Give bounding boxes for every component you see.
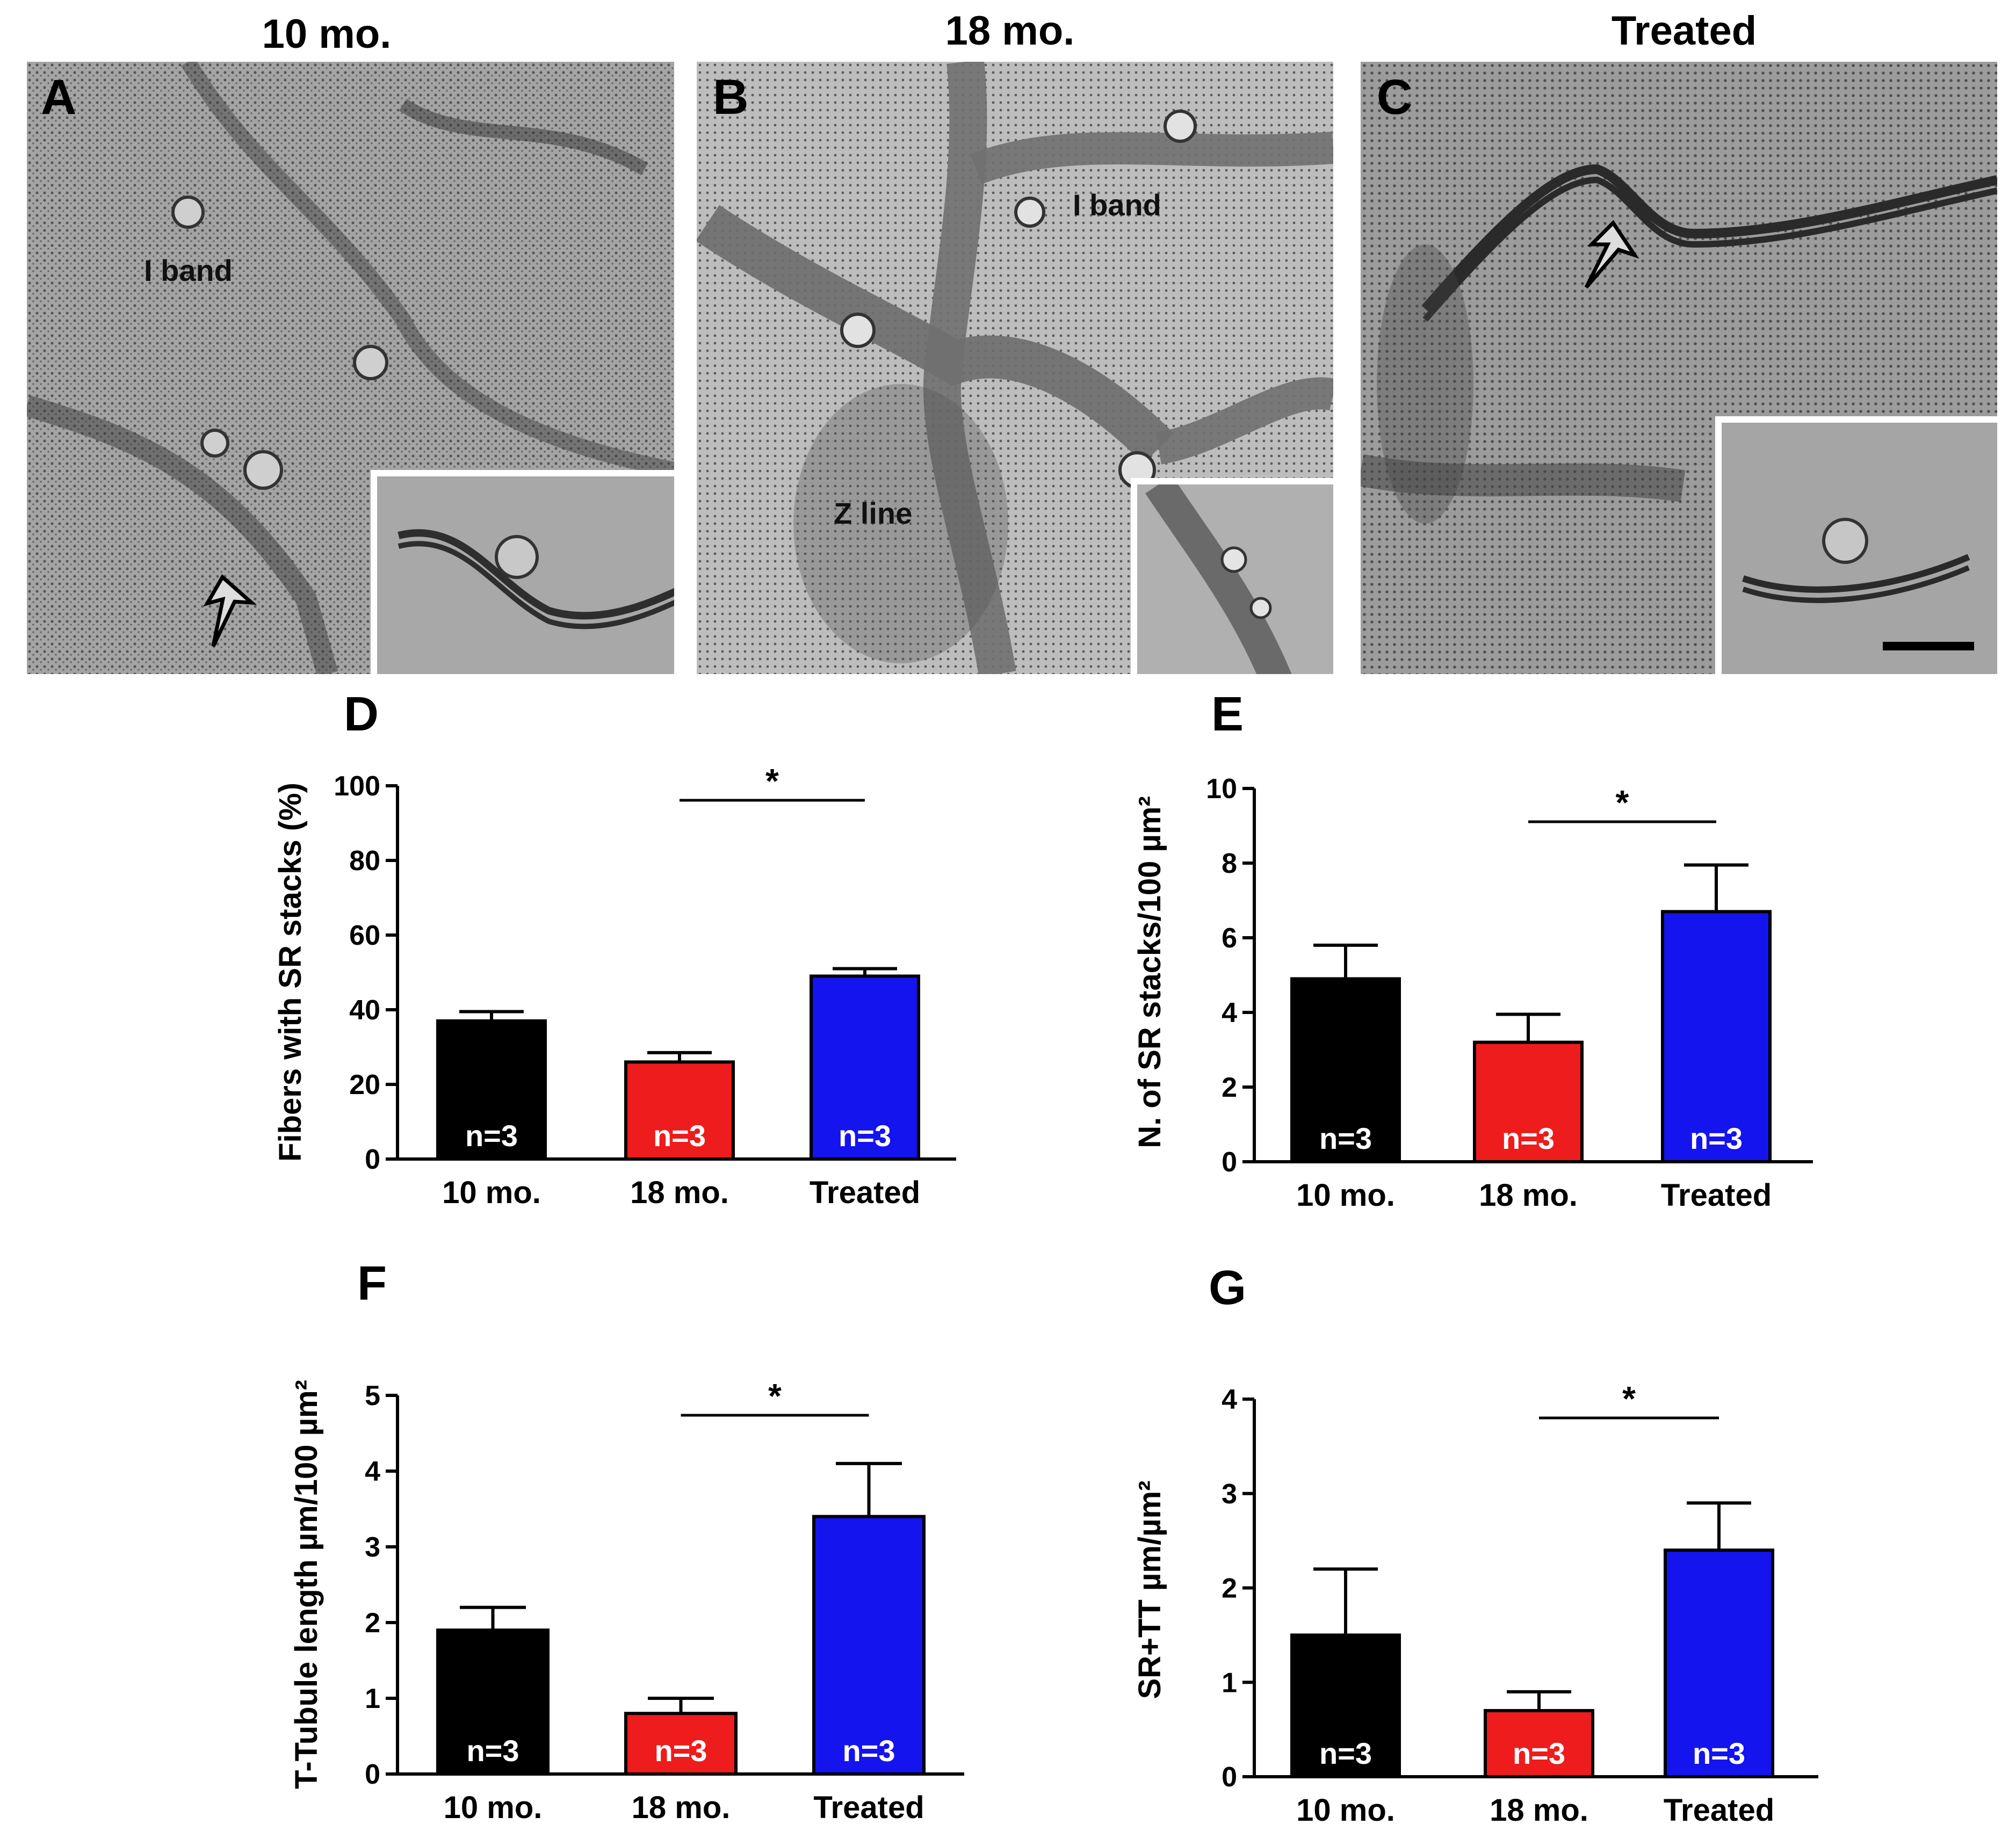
significance-asterisk: * xyxy=(1622,1379,1636,1418)
bar-treated xyxy=(810,974,920,1161)
bar-treated xyxy=(1661,910,1772,1163)
y-axis-label: SR+TT µm/µm² xyxy=(1132,1481,1167,1699)
n-label: n=3 xyxy=(1690,1121,1743,1155)
chart-letter: E xyxy=(1211,687,1244,741)
chart-letter: G xyxy=(1209,1261,1246,1315)
y-tick-label: 3 xyxy=(1222,1479,1237,1510)
y-tick-label: 60 xyxy=(349,920,380,951)
y-tick-label: 2 xyxy=(365,1608,380,1639)
x-tick-label: 18 mo. xyxy=(632,1790,731,1825)
bar-18mo xyxy=(624,1060,735,1161)
micrograph-a-inset xyxy=(371,470,674,674)
column-title-treated: Treated xyxy=(1611,8,1757,54)
micrograph-b-inset xyxy=(1131,478,1333,674)
chart-letter: F xyxy=(357,1257,387,1311)
y-tick-label: 100 xyxy=(334,771,380,802)
bar-treated xyxy=(1664,1548,1774,1778)
em-label-i-band: I band xyxy=(1073,188,1161,222)
y-axis-label: T-Tubule length µm/100 µm² xyxy=(289,1380,324,1789)
n-label: n=3 xyxy=(842,1734,895,1768)
column-title-10mo: 10 mo. xyxy=(262,11,392,57)
y-axis-label: N. of SR stacks/100 µm² xyxy=(1132,796,1167,1148)
panel-letter-b: B xyxy=(713,70,749,125)
chart-d: D 0 20 40 60 80 100 Fibers with SR stacks (%) n=… xyxy=(273,687,956,1210)
y-tick-label: 20 xyxy=(349,1069,380,1101)
x-tick-label: 18 mo. xyxy=(630,1175,729,1210)
significance-asterisk: * xyxy=(768,1377,782,1415)
n-label: n=3 xyxy=(465,1119,518,1153)
bar-10mo xyxy=(436,1019,547,1161)
micrograph-a: A I band xyxy=(27,62,674,674)
n-label: n=3 xyxy=(839,1119,891,1153)
y-tick-label: 2 xyxy=(1222,1573,1237,1604)
y-tick-label: 6 xyxy=(1222,923,1237,954)
n-label: n=3 xyxy=(653,1119,706,1153)
y-tick-label: 4 xyxy=(1222,1384,1237,1415)
x-tick-label: 18 mo. xyxy=(1479,1178,1578,1213)
y-tick-label: 0 xyxy=(365,1144,380,1175)
scale-bar xyxy=(1883,642,1974,650)
y-tick-label: 1 xyxy=(365,1683,380,1714)
x-tick-label: Treated xyxy=(1664,1793,1774,1828)
y-tick-label: 4 xyxy=(1222,997,1237,1029)
micrograph-c-inset xyxy=(1715,416,1997,674)
y-tick-label: 80 xyxy=(349,845,380,877)
y-tick-label: 1 xyxy=(1222,1667,1237,1698)
x-tick-label: 10 mo. xyxy=(1296,1178,1395,1213)
n-label: n=3 xyxy=(1693,1736,1745,1770)
panel-letter-a: A xyxy=(41,70,77,125)
micrograph-c: C xyxy=(1361,62,1997,674)
column-title-18mo: 18 mo. xyxy=(945,8,1075,54)
y-tick-label: 0 xyxy=(1222,1147,1237,1178)
x-tick-label: Treated xyxy=(810,1175,920,1210)
chart-g: G 0 1 2 3 4 SR+TT µm/µm² n=3 10 mo. n=3 18 mo. n=3 T… xyxy=(1132,1261,1818,1828)
bar-18mo xyxy=(1484,1709,1594,1779)
bar-10mo xyxy=(1290,1633,1401,1778)
n-label: n=3 xyxy=(1319,1121,1372,1155)
y-tick-label: 10 xyxy=(1206,773,1237,805)
chart-e: E 0 2 4 6 8 10 N. of SR stacks/100 µm² n=3 10 mo.… xyxy=(1132,687,1813,1213)
panel-letter-c: C xyxy=(1377,70,1413,125)
y-tick-label: 0 xyxy=(1222,1762,1237,1793)
n-label: n=3 xyxy=(466,1734,519,1768)
y-axis-label: Fibers with SR stacks (%) xyxy=(273,783,308,1162)
em-label-i-band: I band xyxy=(144,254,233,287)
y-tick-label: 2 xyxy=(1222,1072,1237,1103)
n-label: n=3 xyxy=(1319,1736,1372,1770)
chart-letter: D xyxy=(344,687,379,741)
em-label-z-line: Z line xyxy=(834,496,913,530)
x-tick-label: 10 mo. xyxy=(442,1175,541,1210)
chart-f: F 0 1 2 3 4 5 T-Tubule length µm/100 µm² n=3 10 m… xyxy=(289,1257,964,1825)
significance-asterisk: * xyxy=(765,762,779,800)
n-label: n=3 xyxy=(654,1734,707,1768)
micrograph-b: B I band Z line xyxy=(697,62,1333,674)
y-tick-label: 8 xyxy=(1222,848,1237,879)
x-tick-label: Treated xyxy=(813,1790,924,1825)
x-tick-label: 18 mo. xyxy=(1490,1793,1588,1828)
y-tick-label: 3 xyxy=(365,1532,380,1563)
bar-18mo xyxy=(624,1712,738,1776)
bar-18mo xyxy=(1473,1040,1584,1163)
significance-asterisk: * xyxy=(1616,783,1629,822)
x-tick-label: 10 mo. xyxy=(444,1790,543,1825)
bar-treated xyxy=(812,1515,926,1776)
y-tick-label: 5 xyxy=(365,1380,380,1411)
y-tick-label: 0 xyxy=(365,1759,380,1790)
x-tick-label: Treated xyxy=(1661,1178,1772,1213)
y-tick-label: 40 xyxy=(349,995,380,1026)
y-tick-label: 4 xyxy=(365,1456,380,1487)
bar-10mo xyxy=(1290,977,1401,1163)
n-label: n=3 xyxy=(1502,1121,1555,1155)
n-label: n=3 xyxy=(1513,1736,1565,1770)
x-tick-label: 10 mo. xyxy=(1296,1793,1395,1828)
bar-10mo xyxy=(436,1628,550,1776)
